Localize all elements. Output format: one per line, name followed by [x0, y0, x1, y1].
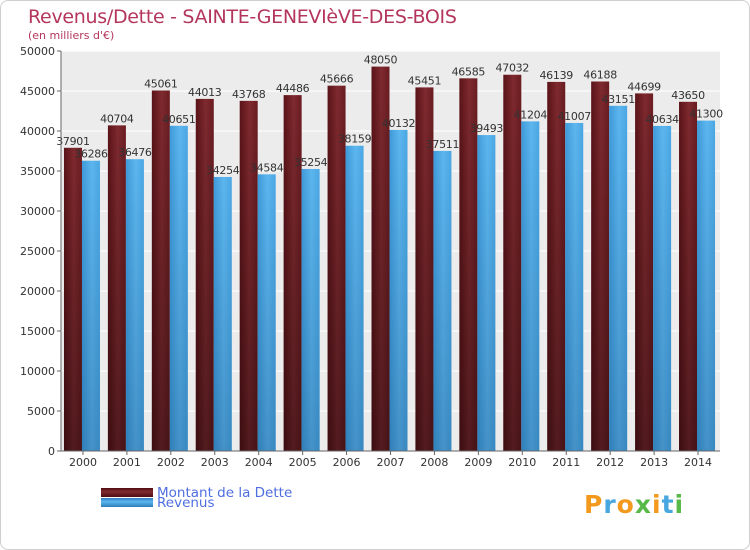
y-tick-label: 0: [48, 445, 55, 458]
x-tick-label: 2010: [508, 456, 536, 469]
y-tick-label: 40000: [20, 125, 55, 138]
data-label-dette: 45666: [320, 73, 354, 86]
x-tick-label: 2014: [684, 456, 712, 469]
x-tick-label: 2007: [377, 456, 405, 469]
data-label-revenus: 41007: [557, 110, 591, 123]
bar-dette-shade: [459, 78, 478, 451]
data-label-dette: 46188: [583, 68, 617, 81]
y-tick-label: 5000: [27, 405, 55, 418]
y-tick-label: 50000: [20, 45, 55, 58]
bar-revenus-shade: [169, 125, 188, 452]
data-label-dette: 46139: [539, 69, 573, 82]
y-tick-label: 20000: [20, 285, 55, 298]
legend-swatch-dette: [101, 488, 153, 497]
data-label-dette: 43768: [232, 88, 266, 101]
data-label-dette: 44486: [276, 82, 310, 95]
data-label-dette: 45061: [144, 78, 178, 91]
y-tick-label: 15000: [20, 325, 55, 338]
data-label-revenus: 34584: [250, 161, 284, 174]
bar-revenus-shade: [345, 145, 364, 451]
axes: 0 5000 10000 15000 20000 25000 30000 35000 40000…: [20, 45, 720, 469]
y-tick-label: 25000: [20, 245, 55, 258]
bar-dette-shade: [283, 95, 302, 451]
bar-revenus-shade: [257, 174, 276, 451]
bar-dette-shade: [63, 147, 82, 452]
x-tick-label: 2012: [596, 456, 624, 469]
data-label-revenus: 36476: [118, 146, 152, 159]
data-label-revenus: 36286: [74, 148, 108, 161]
bar-revenus-shade: [609, 105, 628, 452]
data-label-dette: 44013: [188, 86, 222, 99]
bar-dette-shade: [107, 125, 126, 452]
data-label-dette: 45451: [408, 74, 442, 87]
data-label-revenus: 39493: [470, 122, 504, 135]
bar-dette-shade: [151, 90, 170, 452]
data-label-dette: 43650: [671, 89, 705, 102]
bar-dette-shade: [327, 85, 346, 451]
bar-revenus-shade: [213, 176, 232, 451]
data-label-revenus: 40651: [162, 113, 196, 126]
proxiti-logo: Proxiti: [584, 490, 685, 519]
bar-revenus-shade: [301, 168, 320, 451]
x-tick-label: 2005: [289, 456, 317, 469]
chart-subtitle: (en milliers d'€): [28, 29, 115, 42]
data-label-revenus: 41204: [514, 108, 548, 121]
y-tick-label: 45000: [20, 85, 55, 98]
data-label-revenus: 35254: [294, 156, 328, 169]
bar-dette-shade: [415, 87, 434, 451]
bars: [63, 66, 716, 452]
data-label-dette: 47032: [496, 62, 530, 75]
x-tick-label: 2008: [420, 456, 448, 469]
x-tick-label: 2009: [464, 456, 492, 469]
bar-revenus-shade: [433, 150, 452, 452]
bar-revenus-shade: [697, 120, 716, 451]
x-tick-label: 2006: [333, 456, 361, 469]
x-tick-label: 2013: [640, 456, 668, 469]
data-label-revenus: 37511: [426, 138, 460, 151]
x-tick-label: 2004: [245, 456, 273, 469]
bar-revenus-shade: [521, 121, 540, 452]
x-tick-label: 2011: [552, 456, 580, 469]
x-tick-label: 2002: [157, 456, 185, 469]
data-label-revenus: 34254: [206, 164, 240, 177]
bar-dette-shade: [591, 81, 610, 451]
bar-revenus-shade: [477, 135, 496, 451]
data-label-revenus: 38159: [338, 133, 372, 146]
bar-dette-shade: [371, 66, 390, 451]
bar-revenus-shade: [389, 129, 408, 451]
bar-revenus-shade: [81, 160, 100, 451]
bar-dette-shade: [635, 93, 654, 452]
data-label-dette: 44699: [627, 80, 661, 93]
legend-label-revenus: Revenus: [157, 495, 215, 511]
x-tick-label: 2000: [69, 456, 97, 469]
x-tick-label: 2001: [113, 456, 141, 469]
x-tick-label: 2003: [201, 456, 229, 469]
bar-dette-shade: [547, 81, 566, 451]
data-label-revenus: 43151: [601, 93, 635, 106]
bar-revenus-shade: [565, 122, 584, 451]
bar-dette-shade: [195, 98, 214, 451]
data-label-dette: 46585: [452, 65, 486, 78]
y-tick-label: 35000: [20, 165, 55, 178]
y-tick-label: 10000: [20, 365, 55, 378]
bar-dette-shade: [239, 100, 258, 451]
y-tick-label: 30000: [20, 205, 55, 218]
data-label-dette: 48050: [364, 54, 398, 67]
data-label-revenus: 40634: [645, 113, 679, 126]
data-label-revenus: 40132: [382, 117, 416, 130]
bar-revenus-shade: [653, 125, 672, 451]
data-label-revenus: 41300: [689, 108, 723, 121]
bar-dette-shade: [679, 101, 698, 452]
data-label-dette: 37901: [56, 135, 90, 148]
bar-dette-shade: [503, 74, 522, 451]
chart-title: Revenus/Dette - SAINTE-GENEVIèVE-DES-BOI…: [28, 6, 457, 28]
bar-revenus-shade: [125, 159, 144, 451]
legend-label-dette: Montant de la Dette: [157, 485, 293, 501]
legend-swatch-revenus: [101, 498, 153, 507]
data-label-dette: 40704: [100, 112, 134, 125]
